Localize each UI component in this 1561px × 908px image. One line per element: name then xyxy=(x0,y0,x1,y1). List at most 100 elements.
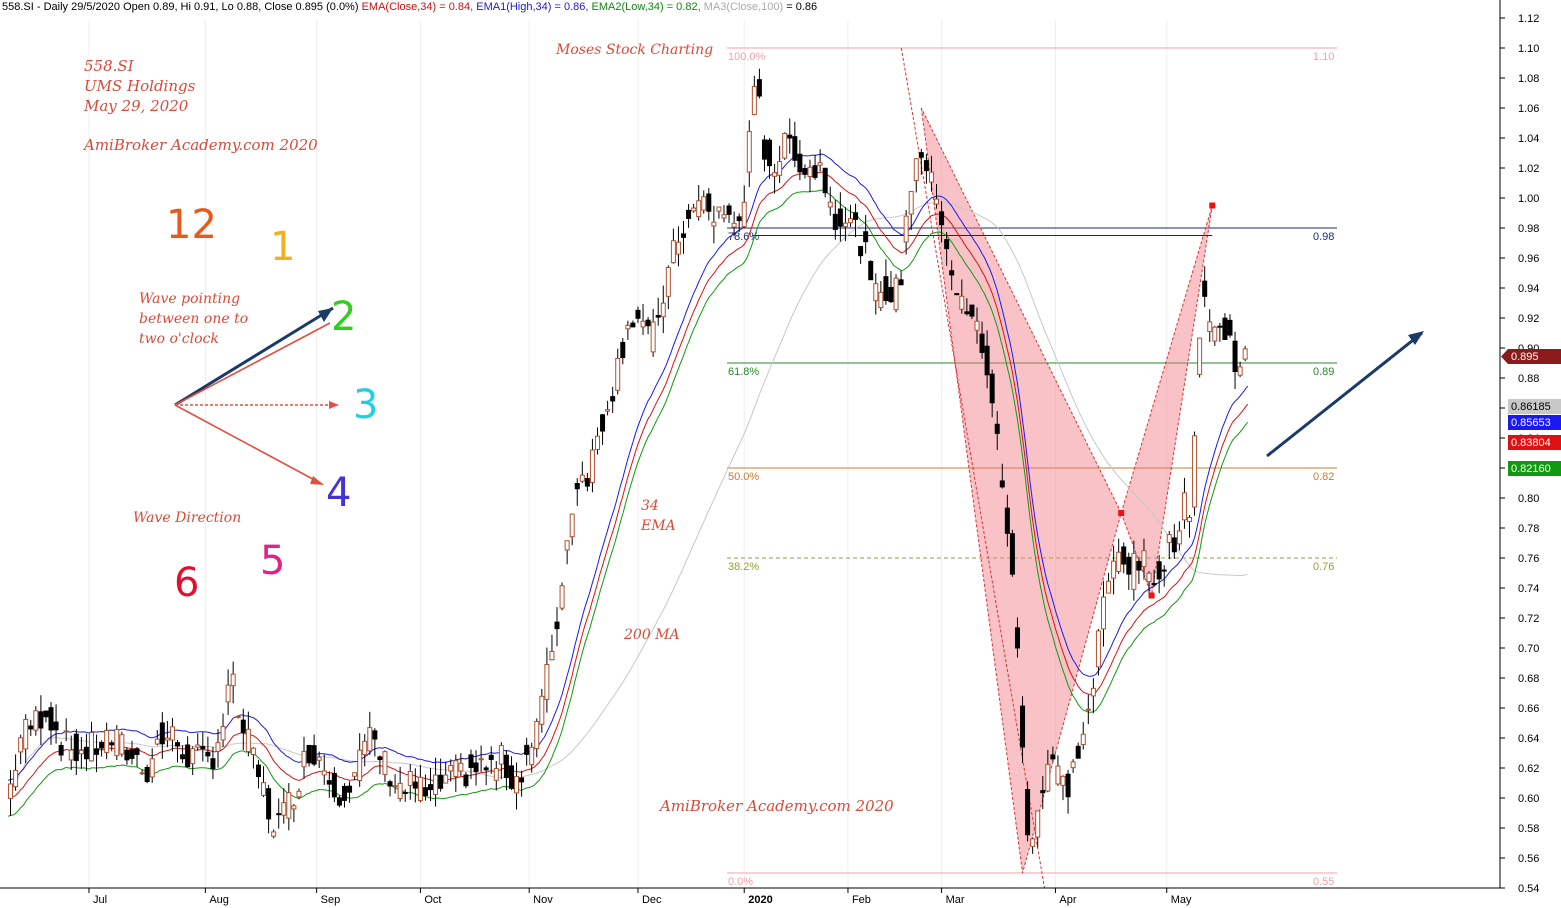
candle-body xyxy=(893,277,899,311)
fib-percent-label: 100.0% xyxy=(728,51,766,63)
candle-body xyxy=(291,805,297,810)
candle-body xyxy=(175,742,181,747)
candle-body xyxy=(357,749,363,781)
x-tick-label: Aug xyxy=(209,894,229,906)
candle-body xyxy=(422,787,428,797)
ma-note: 200 MA xyxy=(623,627,680,643)
candle-body xyxy=(822,167,828,194)
candle-body xyxy=(726,205,732,215)
candle-body xyxy=(23,718,29,750)
price-tag-box xyxy=(1508,435,1561,450)
pattern-xa-line xyxy=(900,47,1046,889)
candle-body xyxy=(579,474,585,482)
candle-body xyxy=(984,345,990,376)
candle-body xyxy=(853,212,859,220)
ticker-note: 558.SI xyxy=(84,57,135,75)
ma100-line xyxy=(7,201,1248,799)
candle-body xyxy=(1166,534,1172,543)
header-ema-low: EMA2(Low,34) = 0.82, xyxy=(591,1,701,13)
candle-body xyxy=(640,320,646,328)
candle-body xyxy=(428,784,434,791)
candle-body xyxy=(898,279,904,286)
candle-body xyxy=(1070,761,1076,769)
candle-body xyxy=(331,772,337,798)
y-tick-label: 0.58 xyxy=(1518,823,1539,835)
candle-body xyxy=(1060,775,1066,786)
candle-body xyxy=(863,231,869,243)
candle-body xyxy=(594,435,600,450)
candle-body xyxy=(129,749,135,759)
x-tick-label: Apr xyxy=(1059,894,1076,906)
candle-body xyxy=(817,162,823,166)
candle-body xyxy=(1025,789,1031,836)
candle-body xyxy=(1055,765,1061,785)
candle-body xyxy=(144,766,150,783)
y-tick-label: 0.94 xyxy=(1518,283,1539,295)
candle-body xyxy=(827,201,833,208)
candle-body xyxy=(949,270,955,276)
candle-body xyxy=(1161,569,1167,572)
candle-body xyxy=(195,744,201,748)
header-ema34: EMA(Close,34) = 0.84, xyxy=(361,1,474,13)
clock-12: 12 xyxy=(166,202,217,248)
candle-body xyxy=(377,756,383,761)
candle-body xyxy=(1014,627,1020,649)
fib-percent-label: 38.2% xyxy=(728,561,759,573)
candle-body xyxy=(1197,337,1203,375)
forecast-arrow xyxy=(1266,331,1423,458)
candle-body xyxy=(104,729,110,753)
candle-body xyxy=(706,193,712,212)
candle-body xyxy=(721,214,727,219)
candle-body xyxy=(286,792,292,819)
candle-body xyxy=(1030,838,1036,847)
ema-note-1: 34 xyxy=(641,498,659,514)
candle-body xyxy=(1237,366,1243,376)
candle-body xyxy=(842,222,848,228)
candle-body xyxy=(58,744,64,756)
candle-body xyxy=(751,85,757,116)
x-tick-label: Oct xyxy=(424,894,441,906)
fib-percent-label: 78.6% xyxy=(728,231,759,243)
y-tick-label: 1.06 xyxy=(1518,103,1539,115)
candle-body xyxy=(483,767,489,771)
candlesticks xyxy=(8,68,1248,854)
candle-body xyxy=(99,741,105,749)
candle-body xyxy=(1227,319,1233,336)
y-tick-label: 0.68 xyxy=(1518,673,1539,685)
candle-body xyxy=(1035,810,1041,838)
candle-body xyxy=(524,744,530,755)
price-tag-label: 0.85653 xyxy=(1511,417,1551,429)
candle-body xyxy=(1187,516,1193,523)
fib-percent-label: 0.0% xyxy=(728,876,753,888)
clock-2: 2 xyxy=(331,294,356,340)
clock-4: 4 xyxy=(326,470,351,516)
harmonic-pattern xyxy=(752,47,1213,889)
x-tick-label: Jul xyxy=(93,894,107,906)
y-tick-label: 0.64 xyxy=(1518,733,1539,745)
pattern-point-marker xyxy=(1148,592,1155,599)
candle-body xyxy=(589,449,595,484)
y-tick-label: 0.96 xyxy=(1518,253,1539,265)
y-tick-label: 0.70 xyxy=(1518,643,1539,655)
site-note-top: AmiBroker Academy.com 2020 xyxy=(82,136,318,154)
candle-body xyxy=(88,731,94,762)
candle-body xyxy=(711,221,717,227)
candle-body xyxy=(868,261,874,281)
candle-body xyxy=(903,215,909,243)
fibonacci-levels: 100.0% 1.10 78.6% 0.98 61.8% 0.89 50.0% 0.82 38.… xyxy=(727,47,1337,888)
candle-body xyxy=(645,319,651,327)
ema-high-line xyxy=(7,153,1249,781)
candle-body xyxy=(883,276,889,302)
arrowhead xyxy=(318,308,333,322)
fib-value-label: 1.10 xyxy=(1313,51,1334,63)
candle-body xyxy=(837,208,843,227)
candle-body xyxy=(38,711,44,729)
candle-body xyxy=(306,744,312,764)
header-ema-high: EMA1(High,34) = 0.86, xyxy=(476,1,589,13)
candle-body xyxy=(928,171,934,183)
candle-body xyxy=(767,139,773,167)
wave-arrow-2-oclock xyxy=(174,306,334,407)
month-gridlines xyxy=(88,20,1168,888)
fib-percent-label: 50.0% xyxy=(728,471,759,483)
